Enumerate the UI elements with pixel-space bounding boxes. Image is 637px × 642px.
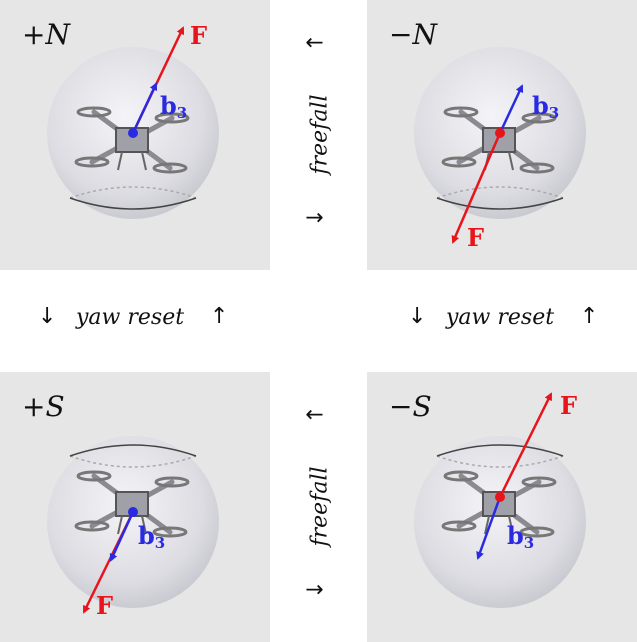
panel-minus-s: F b3 −S [367, 372, 637, 642]
bottom-transition-label: freefall [307, 466, 333, 547]
sphere-cut-dashed [436, 186, 564, 199]
sphere-cut-edge [436, 197, 564, 210]
panel-plus-s: F b3 +S [0, 372, 270, 642]
force-arrow [498, 392, 553, 498]
panel-minus-n-figure: F b3 [414, 47, 586, 252]
force-label: F [560, 391, 577, 420]
panel-plus-n-figure: F b3 [47, 21, 219, 219]
sphere-cut-dashed [69, 186, 197, 199]
panel-minus-s-figure: F b3 [414, 391, 586, 608]
body-axis-label: b3 [138, 521, 165, 552]
mode-label: +N [22, 18, 70, 51]
sphere-cut-edge [69, 444, 197, 457]
panel-plus-n: F b3 +N [0, 0, 270, 270]
left-transition-label: yaw reset [76, 305, 185, 330]
center-point [128, 507, 138, 517]
center-point [128, 128, 138, 138]
right-transition-label: yaw reset [446, 305, 555, 330]
left-transition-arrow-up: ↑ [210, 304, 229, 329]
sphere [47, 436, 219, 608]
body-axis-label: b3 [507, 521, 534, 552]
center-point [495, 128, 505, 138]
sphere-cut-edge [436, 444, 564, 457]
panel-plus-s-figure: F b3 [47, 436, 219, 620]
force-label: F [96, 591, 113, 620]
top-transition-label: freefall [307, 94, 333, 175]
top-transition-arrow-left: ↑ [303, 33, 329, 52]
mode-label: +S [22, 390, 65, 423]
body-axis-arrow [131, 82, 158, 134]
body-axis-arrow [476, 496, 502, 560]
body-axis-label: b3 [160, 91, 187, 122]
mode-label: −S [389, 390, 432, 423]
center-point [495, 492, 505, 502]
mode-label: −N [389, 18, 437, 51]
body-axis-arrow [109, 511, 135, 562]
right-transition-arrow-down: ↓ [408, 304, 427, 329]
force-label: F [467, 223, 484, 252]
sphere-cut-dashed [436, 455, 564, 468]
panel-minus-n: F b3 −N [367, 0, 637, 270]
right-transition-arrow-up: ↑ [580, 304, 599, 329]
force-label: F [190, 21, 207, 50]
top-transition-arrow-right: ↓ [303, 208, 329, 227]
body-axis-arrow [498, 84, 524, 134]
force-arrow [451, 132, 502, 244]
body-axis-label: b3 [532, 91, 559, 122]
sphere-cut-edge [69, 197, 197, 210]
sphere [414, 436, 586, 608]
bottom-transition-arrow-left: ↑ [303, 405, 329, 424]
left-transition-arrow-down: ↓ [38, 304, 57, 329]
bottom-transition-arrow-right: ↓ [303, 580, 329, 599]
sphere-cut-dashed [69, 455, 197, 468]
